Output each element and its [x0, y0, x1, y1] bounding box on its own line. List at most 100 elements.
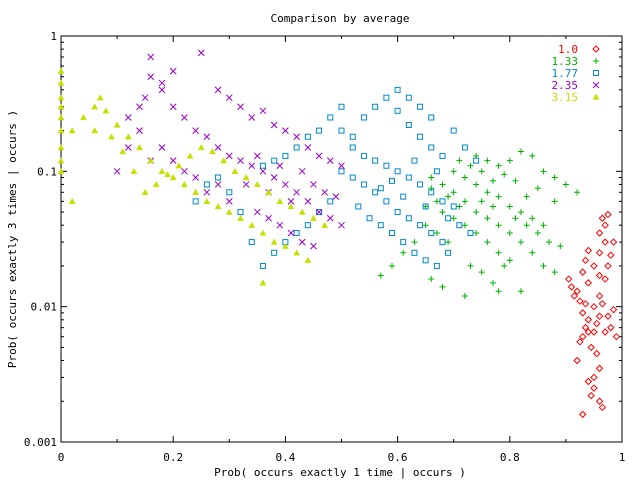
data-point [225, 208, 233, 215]
y-axis-label: Prob( occurs exactly 3 times | occurs ) [6, 110, 19, 368]
data-point [57, 167, 65, 174]
data-point [400, 249, 407, 256]
data-point [338, 168, 345, 175]
data-point [581, 323, 590, 332]
data-point [604, 312, 612, 320]
data-point [450, 127, 457, 134]
data-point [332, 193, 340, 201]
data-point [338, 162, 345, 170]
y-tick-label: 0.01 [31, 301, 58, 314]
data-point [489, 279, 496, 286]
data-point [598, 214, 607, 222]
chart-title: Comparison by average [270, 12, 409, 25]
data-point [215, 174, 222, 181]
data-point [226, 189, 233, 196]
data-point [57, 157, 65, 164]
data-point [450, 189, 457, 196]
data-point [270, 238, 278, 245]
data-point [158, 167, 166, 174]
data-point [540, 262, 547, 269]
data-point [422, 222, 429, 229]
data-point [276, 162, 284, 170]
data-point [433, 262, 440, 269]
data-point [265, 188, 272, 195]
data-point [203, 133, 211, 141]
data-point [534, 185, 541, 192]
x-tick-label: 0 [58, 451, 65, 464]
legend-marker [593, 58, 599, 64]
data-point [445, 239, 452, 246]
plot-frame [60, 35, 623, 443]
data-point [564, 275, 573, 283]
data-point [197, 49, 205, 57]
data-point [607, 251, 615, 259]
data-point [383, 198, 390, 205]
data-point [456, 157, 463, 164]
data-point [484, 215, 491, 222]
data-point [214, 86, 222, 94]
data-point [281, 242, 289, 249]
data-point [248, 239, 255, 246]
data-point [604, 262, 612, 270]
data-point [400, 239, 407, 246]
legend-marker [592, 93, 600, 100]
data-point [253, 180, 261, 188]
data-point [91, 127, 99, 134]
data-point [551, 269, 558, 276]
data-point [349, 174, 356, 181]
x-tick-label: 0.6 [388, 451, 408, 464]
data-point [377, 185, 384, 192]
data-point [327, 198, 334, 205]
data-point [192, 174, 199, 181]
data-point [534, 230, 541, 237]
data-point [495, 288, 502, 295]
data-point [428, 174, 435, 181]
data-point [388, 177, 395, 184]
data-point [113, 167, 121, 175]
data-point [512, 215, 519, 222]
data-point [383, 94, 390, 101]
data-point [598, 300, 607, 308]
data-point [546, 239, 553, 246]
data-point [96, 94, 104, 101]
data-point [595, 271, 604, 280]
data-point [518, 288, 525, 295]
data-point [152, 180, 160, 188]
data-point [439, 239, 446, 246]
data-point [598, 403, 607, 412]
data-point [237, 209, 244, 216]
data-point [523, 193, 530, 200]
data-point [57, 143, 65, 151]
data-point [489, 203, 496, 210]
data-point [584, 328, 593, 336]
data-point [310, 181, 317, 188]
data-point [411, 239, 418, 246]
data-point [604, 210, 612, 219]
data-point [467, 162, 474, 169]
data-point [394, 168, 401, 175]
data-point [349, 144, 356, 151]
x-tick-label: 0.2 [163, 451, 183, 464]
series-1-33 [377, 148, 581, 299]
data-point [461, 174, 468, 181]
data-point [214, 202, 222, 210]
data-point [192, 127, 199, 134]
data-point [383, 162, 390, 169]
data-point [282, 127, 289, 134]
data-point [450, 215, 457, 222]
data-point [360, 181, 367, 188]
data-point [68, 197, 76, 205]
data-point [259, 167, 267, 175]
data-point [287, 229, 295, 237]
data-point [242, 174, 250, 181]
data-point [136, 103, 143, 111]
data-point [372, 157, 379, 164]
data-point [141, 188, 149, 195]
data-point [164, 170, 172, 177]
data-point [584, 279, 593, 287]
data-point [601, 221, 609, 229]
x-tick-label: 1 [619, 451, 626, 464]
data-point [405, 94, 412, 101]
data-point [495, 222, 502, 229]
